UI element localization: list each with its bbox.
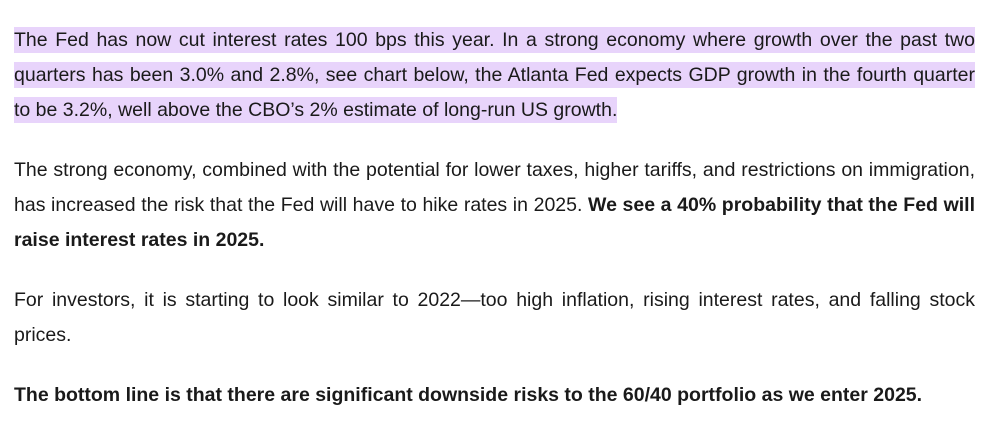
paragraph-text: The strong economy, combined with the po… [14, 159, 975, 216]
bold-bottom-line: The bottom line is that there are signif… [14, 384, 923, 406]
bold-probability-statement: We see a 40% probability that the Fed wi… [14, 194, 976, 251]
paragraph-fed-rate-cuts: The Fed has now cut interest rates 100 b… [14, 23, 975, 128]
highlighted-text[interactable]: The Fed has now cut interest rates 100 b… [14, 27, 975, 123]
paragraph-text: For investors, it is starting to look si… [14, 289, 975, 346]
paragraph-bottom-line: The bottom line is that there are signif… [14, 378, 975, 413]
article-body: The Fed has now cut interest rates 100 b… [14, 23, 975, 413]
paragraph-rate-hike-risk: The strong economy, combined with the po… [14, 153, 975, 258]
paragraph-investors-2022: For investors, it is starting to look si… [14, 283, 975, 353]
